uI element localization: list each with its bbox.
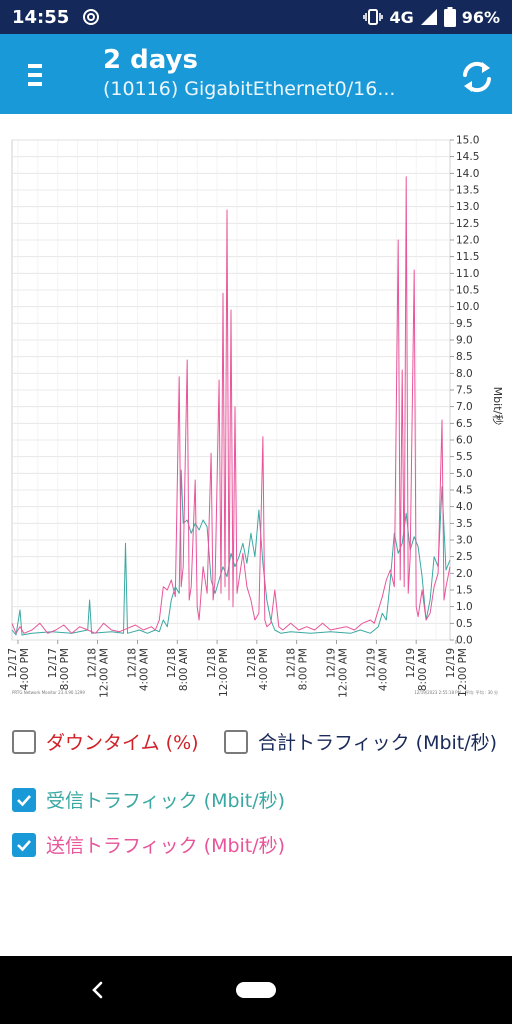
- sync-icon: [83, 9, 100, 25]
- y-tick-label: 6.0: [456, 435, 473, 447]
- x-tick-label: 12/17: [7, 648, 19, 678]
- y-tick-label: 3.5: [456, 518, 473, 530]
- refresh-icon[interactable]: [456, 56, 498, 98]
- y-tick-label: 10.5: [456, 285, 479, 297]
- back-icon[interactable]: [86, 978, 110, 1002]
- received-traffic-checkbox[interactable]: [12, 787, 36, 812]
- y-tick-label: 1.0: [456, 601, 473, 613]
- signal-icon: [420, 9, 437, 25]
- legend-label: 送信トラフィック (Mbit/秒): [46, 835, 286, 857]
- x-tick-label: 4:00 AM: [138, 648, 150, 691]
- x-tick-label: 8:00 PM: [59, 648, 71, 690]
- x-tick-label: 12:00 PM: [457, 648, 469, 697]
- y-tick-label: 1.5: [456, 585, 473, 597]
- total-traffic-checkbox[interactable]: [224, 729, 248, 754]
- y-tick-label: 9.0: [456, 335, 473, 347]
- x-tick-label: 12/18: [126, 648, 138, 678]
- chart-footer-right: 12/19/2023 2:55:18 PM - 平均: 平均 : 30 分: [414, 689, 498, 695]
- y-tick-label: 2.0: [456, 568, 473, 580]
- legend-sent-traffic[interactable]: 送信トラフィック (Mbit/秒): [12, 831, 285, 858]
- x-tick-label: 12:00 PM: [218, 648, 230, 697]
- checkmark-icon: [17, 794, 31, 806]
- chart-footer-left: PRTG Network Monitor 23.4.90.1299: [12, 690, 85, 695]
- status-time: 14:55: [12, 6, 70, 28]
- y-tick-label: 4.0: [456, 501, 473, 513]
- network-type: 4G: [389, 7, 414, 27]
- system-nav-bar: [0, 956, 512, 1024]
- y-tick-label: 11.5: [456, 251, 479, 263]
- y-tick-label: 0.0: [456, 635, 473, 647]
- x-tick-label: 12/18: [246, 648, 258, 678]
- y-tick-label: 5.0: [456, 468, 473, 480]
- legend-label: 受信トラフィック (Mbit/秒): [46, 790, 286, 812]
- menu-icon[interactable]: [18, 58, 52, 92]
- y-tick-label: 14.0: [456, 168, 479, 180]
- x-tick-label: 4:00 PM: [258, 648, 270, 690]
- y-tick-label: 6.5: [456, 418, 473, 430]
- sent-traffic-checkbox[interactable]: [12, 832, 36, 857]
- x-tick-label: 12:00 AM: [338, 648, 350, 698]
- legend-downtime[interactable]: ダウンタイム (%): [12, 728, 199, 755]
- x-tick-label: 12/19: [445, 648, 457, 678]
- y-tick-label: 4.5: [456, 485, 473, 497]
- x-tick-label: 12/18: [206, 648, 218, 678]
- y-tick-label: 8.0: [456, 368, 473, 380]
- x-tick-label: 12:00 AM: [99, 648, 111, 698]
- downtime-checkbox[interactable]: [12, 729, 36, 754]
- x-tick-label: 8:00 PM: [298, 648, 310, 690]
- x-tick-label: 4:00 AM: [377, 648, 389, 691]
- legend-received-traffic[interactable]: 受信トラフィック (Mbit/秒): [12, 786, 285, 813]
- sent-traffic-line: [11, 176, 451, 634]
- y-tick-label: 13.5: [456, 185, 479, 197]
- status-bar: 14:55 4G 96%: [0, 0, 512, 34]
- y-tick-label: 2.5: [456, 551, 473, 563]
- y-tick-label: 7.5: [456, 385, 473, 397]
- page-subtitle: (10116) GigabitEthernet0/16...: [103, 78, 396, 100]
- y-tick-label: 12.5: [456, 218, 479, 230]
- x-tick-label: 12/17: [47, 648, 59, 678]
- checkmark-icon: [17, 839, 31, 851]
- y-tick-label: 7.0: [456, 401, 473, 413]
- app-bar: 2 days (10116) GigabitEthernet0/16...: [0, 34, 512, 114]
- y-axis-label: Mbit/秒: [491, 387, 505, 426]
- x-tick-label: 4:00 PM: [19, 648, 31, 690]
- legend-label: 合計トラフィック (Mbit/秒): [258, 732, 498, 754]
- x-tick-label: 12/18: [166, 648, 178, 678]
- traffic-chart: 0.0 0.5 1.0 1.5 2.0 2.5 3.0 3.5 4.0 4.5 5.0 5.5 6.0 6…: [7, 135, 505, 698]
- x-tick-label: 12/18: [87, 648, 99, 678]
- x-tick-label: 12/19: [365, 648, 377, 678]
- vibrate-icon: [363, 9, 384, 25]
- y-tick-label: 5.5: [456, 451, 473, 463]
- y-tick-label: 9.5: [456, 318, 473, 330]
- y-tick-label: 3.0: [456, 535, 473, 547]
- x-tick-label: 8:00 AM: [178, 648, 190, 691]
- y-tick-label: 14.5: [456, 151, 479, 163]
- home-button[interactable]: [236, 982, 276, 998]
- battery-level: 96%: [461, 7, 500, 27]
- legend-total-traffic[interactable]: 合計トラフィック (Mbit/秒): [224, 728, 497, 755]
- y-tick-label: 11.0: [456, 268, 479, 280]
- page-title: 2 days: [103, 45, 198, 75]
- y-tick-label: 10.0: [456, 301, 479, 313]
- y-tick-label: 13.0: [456, 201, 479, 213]
- y-tick-label: 12.0: [456, 235, 479, 247]
- legend-label: ダウンタイム (%): [46, 732, 199, 754]
- x-tick-label: 8:00 AM: [417, 648, 429, 691]
- x-tick-label: 12/19: [405, 648, 417, 678]
- x-tick-label: 12/19: [326, 648, 338, 678]
- battery-icon: [443, 7, 456, 27]
- y-tick-label: 8.5: [456, 351, 473, 363]
- y-tick-label: 15.0: [456, 135, 479, 147]
- y-tick-label: 0.5: [456, 618, 473, 630]
- x-tick-label: 12/18: [286, 648, 298, 678]
